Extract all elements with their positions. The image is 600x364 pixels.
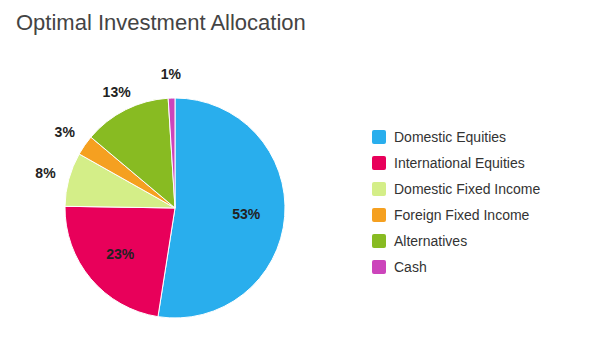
legend-swatch — [372, 260, 386, 274]
slice — [168, 98, 175, 208]
data-label: 3% — [55, 124, 76, 140]
slice — [91, 98, 175, 208]
legend-entry: Alternatives — [394, 233, 467, 249]
slices — [65, 98, 285, 318]
data-label: 1% — [161, 66, 182, 82]
legend-swatch — [372, 130, 386, 144]
legend-swatch — [372, 234, 386, 248]
data-label: 53% — [232, 206, 261, 222]
chart: Optimal Investment Allocation 53% 23% 8% 3% 1… — [0, 0, 600, 364]
slice — [65, 206, 175, 316]
slice — [158, 98, 285, 318]
data-label: 23% — [106, 246, 135, 262]
legend-entry: International Equities — [394, 155, 525, 171]
legend-swatch — [372, 182, 386, 196]
legend: Domestic Equities International Equities D… — [372, 129, 540, 275]
data-labels: 53% 23% 8% 3% 13% 1% — [35, 66, 260, 262]
legend-entry: Domestic Equities — [394, 129, 506, 145]
legend-entry: Foreign Fixed Income — [394, 207, 530, 223]
data-label: 8% — [35, 165, 56, 181]
legend-entry: Cash — [394, 259, 427, 275]
legend-swatch — [372, 156, 386, 170]
legend-entry: Domestic Fixed Income — [394, 181, 540, 197]
title: Optimal Investment Allocation — [16, 10, 306, 35]
data-label: 13% — [103, 84, 132, 100]
legend-swatch — [372, 208, 386, 222]
